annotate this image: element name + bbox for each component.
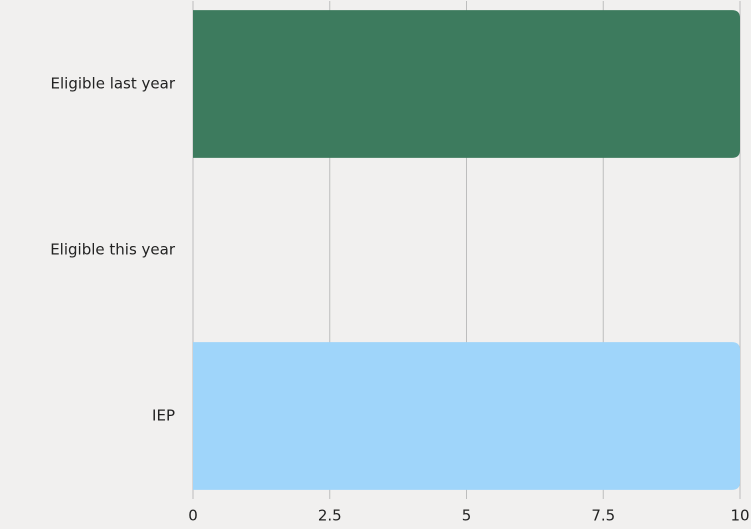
y-tick-label: Eligible this year xyxy=(50,241,176,259)
x-tick-label: 0 xyxy=(188,507,198,525)
y-tick-label: Eligible last year xyxy=(51,75,176,93)
bar xyxy=(193,10,740,158)
x-tick-label: 5 xyxy=(462,507,472,525)
x-tick-label: 7.5 xyxy=(591,507,615,525)
chart: 0 2.5 5 7.5 10 Eligible last year Eligible thi… xyxy=(0,0,751,529)
bar xyxy=(193,342,740,490)
x-tick-label: 2.5 xyxy=(318,507,342,525)
x-tick-label: 10 xyxy=(730,507,749,525)
page: 0 2.5 5 7.5 10 Eligible last year Eligible thi… xyxy=(0,0,751,529)
y-tick-label: IEP xyxy=(152,407,175,425)
